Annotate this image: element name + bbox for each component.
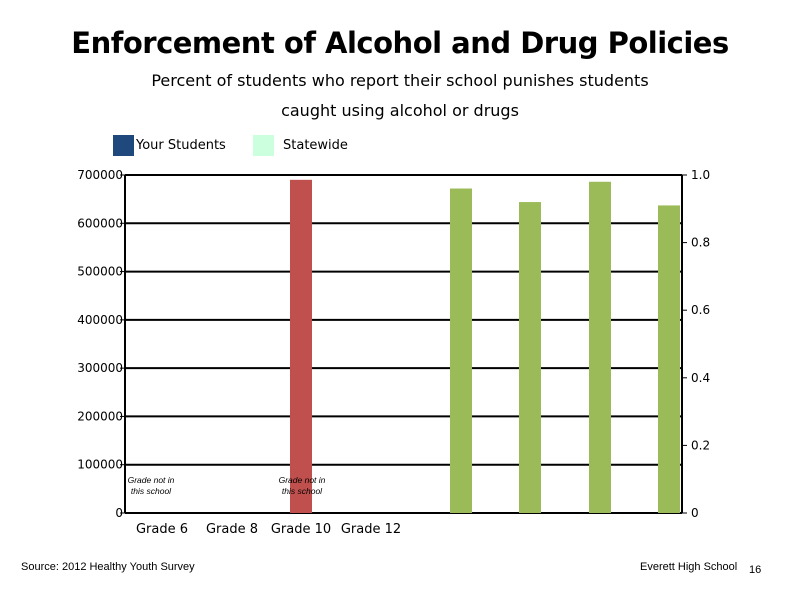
- subtitle-line-2: caught using alcohol or drugs: [281, 101, 519, 120]
- legend-swatch-your-students: [113, 135, 134, 156]
- annotation-grade-not-in-school: Grade not in: [279, 475, 326, 485]
- left-axis-tick-label: 300000: [77, 361, 123, 375]
- page-number: 16: [749, 564, 762, 576]
- left-axis-tick-label: 400000: [77, 313, 123, 327]
- source-note: Source: 2012 Healthy Youth Survey: [21, 561, 195, 573]
- bar-statewide-green: [589, 181, 611, 513]
- annotation-grade-not-in-school: Grade not in: [128, 475, 175, 485]
- school-name: Everett High School: [640, 561, 738, 573]
- right-axis-tick-label: 0.4: [691, 371, 710, 385]
- right-axis-tick-label: 1.0: [691, 168, 710, 182]
- x-axis-category-label: Grade 10: [271, 522, 331, 537]
- right-axis-tick-label: 0.8: [691, 236, 710, 250]
- legend-label-statewide: Statewide: [283, 138, 348, 153]
- left-axis-tick-label: 200000: [77, 409, 123, 423]
- chart-subtitle: Percent of students who report their sch…: [100, 66, 700, 126]
- annotation-grade-not-in-school: this school: [131, 486, 172, 496]
- subtitle-line-1: Percent of students who report their sch…: [151, 71, 649, 90]
- left-axis-tick-label: 100000: [77, 458, 123, 472]
- bar-statewide-green: [658, 205, 680, 514]
- chart-title: Enforcement of Alcohol and Drug Policies: [71, 26, 729, 60]
- x-axis-category-label: Grade 8: [206, 522, 258, 537]
- x-axis-category-label: Grade 6: [136, 522, 188, 537]
- left-axis-tick-label: 500000: [77, 265, 123, 279]
- bar-statewide-green: [519, 202, 541, 514]
- annotation-grade-not-in-school: this school: [282, 486, 323, 496]
- right-axis-tick-label: 0.6: [691, 303, 710, 317]
- right-axis-tick-label: 0: [691, 506, 699, 520]
- bar-statewide-green: [450, 188, 472, 513]
- left-axis-tick-label: 700000: [77, 168, 123, 182]
- left-axis-tick-label: 600000: [77, 216, 123, 230]
- legend-swatch-statewide: [253, 135, 274, 156]
- legend-label-your-students: Your Students: [136, 138, 226, 153]
- x-axis-category-label: Grade 12: [341, 522, 401, 537]
- bar-your-students-red: [290, 179, 312, 514]
- left-axis-tick-label: 0: [115, 506, 123, 520]
- right-axis-tick-label: 0.2: [691, 438, 710, 452]
